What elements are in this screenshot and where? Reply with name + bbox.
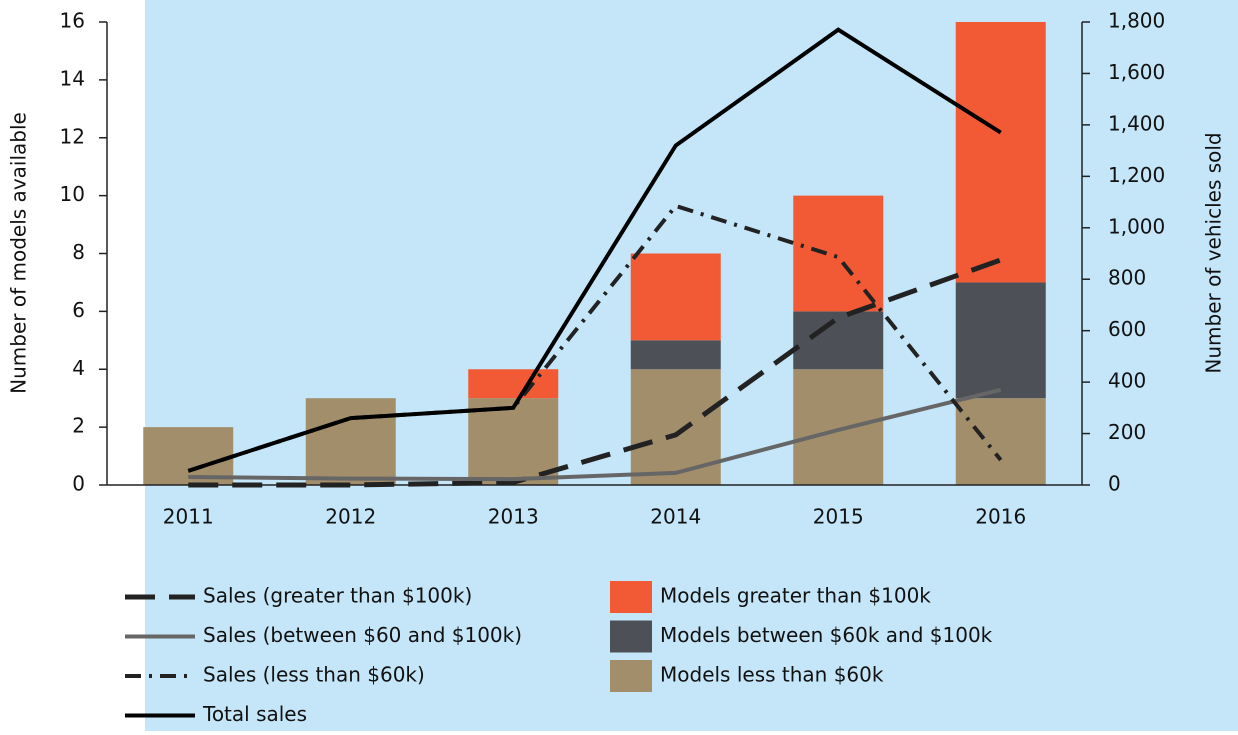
y-tick-label: 6 [72, 298, 85, 322]
y-tick-label: 10 [60, 182, 85, 206]
bar [955, 282, 1046, 399]
y2-tick-label: 1,200 [1108, 163, 1165, 187]
y-tick-label: 16 [60, 9, 85, 33]
bar [793, 369, 884, 485]
y-tick-label: 4 [72, 356, 85, 380]
y-tick-label: 8 [72, 240, 85, 264]
y-tick-label: 14 [60, 66, 85, 90]
y2-tick-label: 400 [1108, 369, 1146, 393]
legend-swatch [610, 581, 652, 613]
x-tick-label: 2011 [163, 505, 214, 529]
bar [468, 369, 559, 399]
y2-tick-label: 200 [1108, 420, 1146, 444]
x-tick-label: 2015 [813, 505, 864, 529]
bar [630, 253, 721, 341]
y-tick-label: 12 [60, 124, 85, 148]
x-tick-label: 2016 [975, 505, 1026, 529]
x-tick-label: 2013 [488, 505, 539, 529]
x-tick-label: 2014 [650, 505, 701, 529]
x-tick-label: 2012 [325, 505, 376, 529]
legend-swatch [610, 620, 652, 653]
bar [955, 22, 1046, 283]
bar [468, 398, 559, 485]
y2-tick-label: 1,800 [1108, 9, 1165, 33]
legend-label: Sales (between $60 and $100k) [203, 623, 522, 647]
bar [955, 398, 1046, 485]
bar [305, 398, 396, 485]
bar [630, 369, 721, 485]
y2-tick-label: 1,000 [1108, 214, 1165, 238]
bar [793, 311, 884, 370]
y-tick-label: 2 [72, 414, 85, 438]
legend-label: Models less than $60k [660, 663, 884, 687]
line [187, 27, 1002, 473]
y2-tick-label: 0 [1108, 472, 1121, 496]
legend-label: Sales (greater than $100k) [203, 584, 472, 608]
y2-tick-label: 600 [1108, 317, 1146, 341]
y2-tick-label: 1,600 [1108, 60, 1165, 84]
legend-swatch [610, 660, 652, 692]
y2-tick-label: 1,400 [1108, 111, 1165, 135]
y-axis-title: Number of models available [7, 112, 31, 394]
legend-label: Models greater than $100k [660, 584, 931, 608]
legend-label: Models between $60k and $100k [660, 623, 993, 647]
legend-label: Sales (less than $60k) [203, 663, 425, 687]
y2-tick-label: 800 [1108, 266, 1146, 290]
bar [630, 340, 721, 370]
legend-label: Total sales [202, 702, 307, 726]
y2-axis-title: Number of vehicles sold [1202, 132, 1226, 373]
line [188, 387, 1002, 482]
line [188, 257, 1002, 488]
y-tick-label: 0 [72, 472, 85, 496]
